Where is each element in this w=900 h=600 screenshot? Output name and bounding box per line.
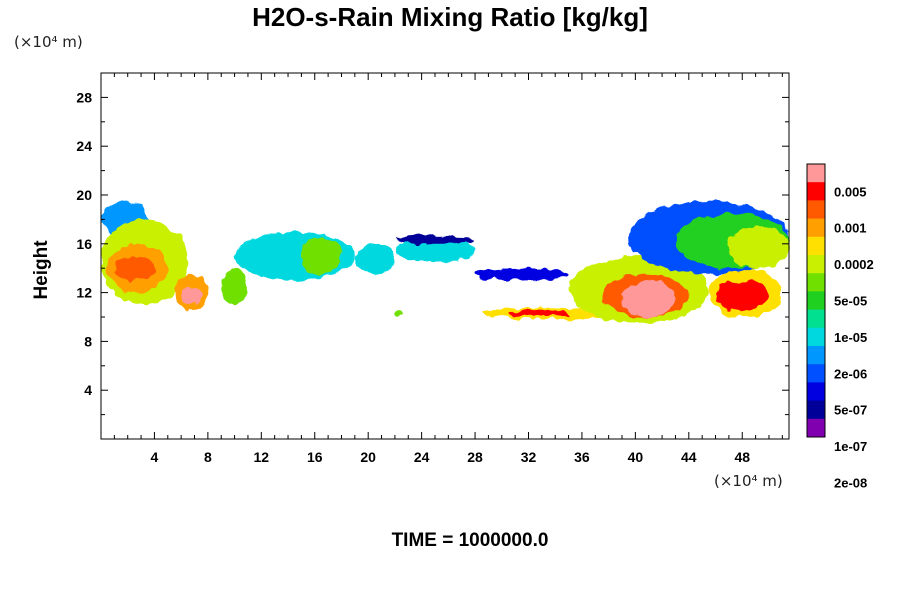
field-region-6	[221, 268, 248, 305]
field-region-3	[114, 256, 155, 281]
colorbar-label: 1e-05	[834, 330, 867, 345]
colorbar-label: 2e-08	[834, 476, 867, 491]
x-tick-label: 44	[681, 449, 697, 465]
x-axis-unit: (×10⁴ m)	[714, 472, 783, 490]
field-region-18	[622, 280, 676, 318]
x-tick-label: 32	[521, 449, 537, 465]
colorbar-swatch	[807, 200, 825, 219]
y-tick-label: 24	[76, 138, 92, 154]
x-tick-label: 48	[734, 449, 750, 465]
field-region-5	[181, 286, 202, 305]
y-tick-label: 28	[76, 89, 92, 105]
x-tick-label: 12	[254, 449, 270, 465]
colorbar-swatch	[807, 418, 825, 438]
y-tick-label: 4	[84, 382, 92, 398]
colorbar-label: 5e-05	[834, 294, 867, 309]
colorbar-label: 0.005	[834, 184, 867, 199]
x-tick-label: 28	[467, 449, 483, 465]
colorbar-label: 5e-07	[834, 403, 867, 418]
colorbar-swatch	[807, 218, 825, 238]
colorbar-swatch	[807, 309, 825, 329]
x-axis: 4 8 12 16 20 24 28 32 36 40 44 48	[113, 73, 783, 465]
colorbar: 0.005 0.001 0.0002 5e-05 1e-05 2e-06 5e-07 1e-0…	[806, 163, 874, 491]
colorbar-frame	[806, 163, 826, 438]
field-region-13	[475, 268, 569, 281]
x-tick-label: 40	[628, 449, 644, 465]
x-tick-label: 8	[204, 449, 212, 465]
colorbar-label: 2e-06	[834, 366, 867, 381]
colorbar-swatch	[807, 346, 825, 365]
x-tick-label: 36	[574, 449, 590, 465]
colorbar-swatch	[807, 164, 825, 183]
x-tick-label: 16	[307, 449, 323, 465]
y-axis-unit: (×10⁴ m)	[14, 33, 83, 51]
colorbar-swatch	[807, 255, 825, 274]
field-region-23	[728, 225, 790, 269]
field-region-15	[508, 309, 569, 317]
time-label: TIME = 1000000.0	[391, 530, 549, 551]
chart-title: H2O-s-Rain Mixing Ratio [kg/kg]	[252, 2, 648, 32]
colorbar-swatch	[807, 236, 825, 256]
colorbar-label: 0.0002	[834, 257, 874, 272]
colorbar-label: 1e-07	[834, 439, 867, 454]
colorbar-swatch	[807, 291, 825, 310]
x-tick-label: 4	[151, 449, 159, 465]
x-tick-label: 24	[414, 449, 430, 465]
colorbar-swatch	[807, 273, 825, 292]
field-region-12	[394, 309, 402, 317]
y-tick-label: 20	[76, 187, 92, 203]
x-tick-label: 20	[360, 449, 376, 465]
colorbar-swatch	[807, 327, 825, 347]
colorbar-swatch	[807, 382, 825, 401]
data-field	[101, 201, 790, 324]
field-region-10	[394, 237, 476, 263]
field-region-9	[354, 243, 395, 275]
colorbar-swatch	[807, 400, 825, 420]
field-region-8	[301, 237, 342, 275]
colorbar-swatch	[807, 182, 825, 201]
y-tick-label: 12	[76, 285, 92, 301]
field-region-11	[394, 235, 476, 244]
y-tick-label: 16	[76, 236, 92, 252]
field-region-20	[715, 280, 769, 311]
y-tick-label: 8	[84, 333, 92, 349]
plot-frame	[100, 72, 790, 440]
colorbar-label: 0.001	[834, 221, 867, 236]
colorbar-swatch	[807, 364, 825, 383]
y-axis: 4 8 12 16 20 24 28	[76, 89, 789, 416]
